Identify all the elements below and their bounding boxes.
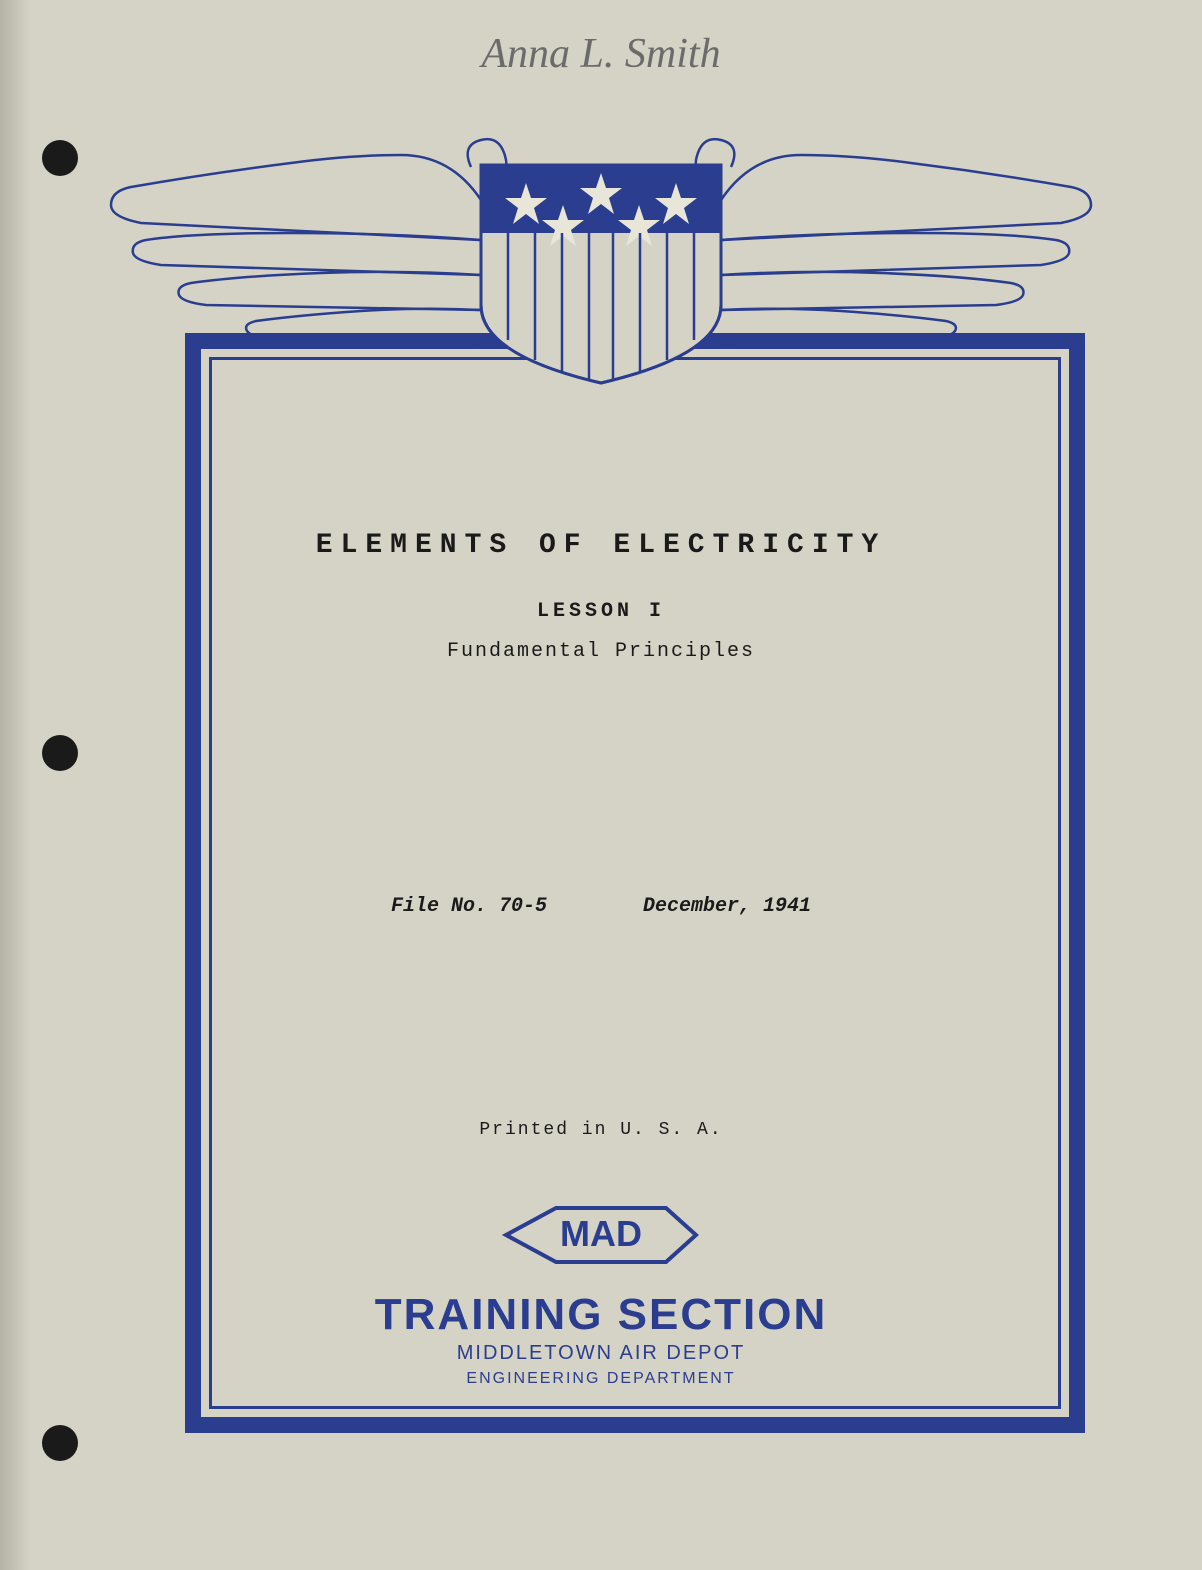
punch-hole-middle bbox=[42, 735, 78, 771]
file-no-value: 70-5 bbox=[499, 895, 547, 918]
winged-shield-emblem bbox=[91, 105, 1111, 385]
punch-hole-top bbox=[42, 140, 78, 176]
mad-logo-icon: MAD bbox=[501, 1200, 701, 1270]
mad-logo-text: MAD bbox=[560, 1213, 642, 1254]
lesson-subtitle: Fundamental Principles bbox=[447, 640, 755, 663]
department-name: ENGINEERING DEPARTMENT bbox=[466, 1370, 735, 1388]
file-no-label: File No. bbox=[391, 895, 487, 918]
binding-spine bbox=[0, 0, 30, 1570]
training-section-heading: TRAINING SECTION bbox=[375, 1290, 827, 1340]
right-wing-icon bbox=[696, 139, 1091, 343]
document-title: ELEMENTS OF ELECTRICITY bbox=[201, 530, 1001, 561]
handwritten-signature: Anna L. Smith bbox=[481, 30, 720, 78]
document-page: Anna L. Smith bbox=[0, 0, 1202, 1570]
file-info-line: File No. 70-5 December, 1941 bbox=[301, 895, 901, 918]
punch-hole-bottom bbox=[42, 1425, 78, 1461]
lesson-number: LESSON I bbox=[537, 600, 665, 623]
left-wing-icon bbox=[111, 139, 506, 343]
date-value: December, 1941 bbox=[643, 895, 811, 918]
depot-name: MIDDLETOWN AIR DEPOT bbox=[457, 1342, 746, 1365]
printed-in-usa: Printed in U. S. A. bbox=[479, 1120, 722, 1140]
shield-icon bbox=[481, 165, 721, 383]
